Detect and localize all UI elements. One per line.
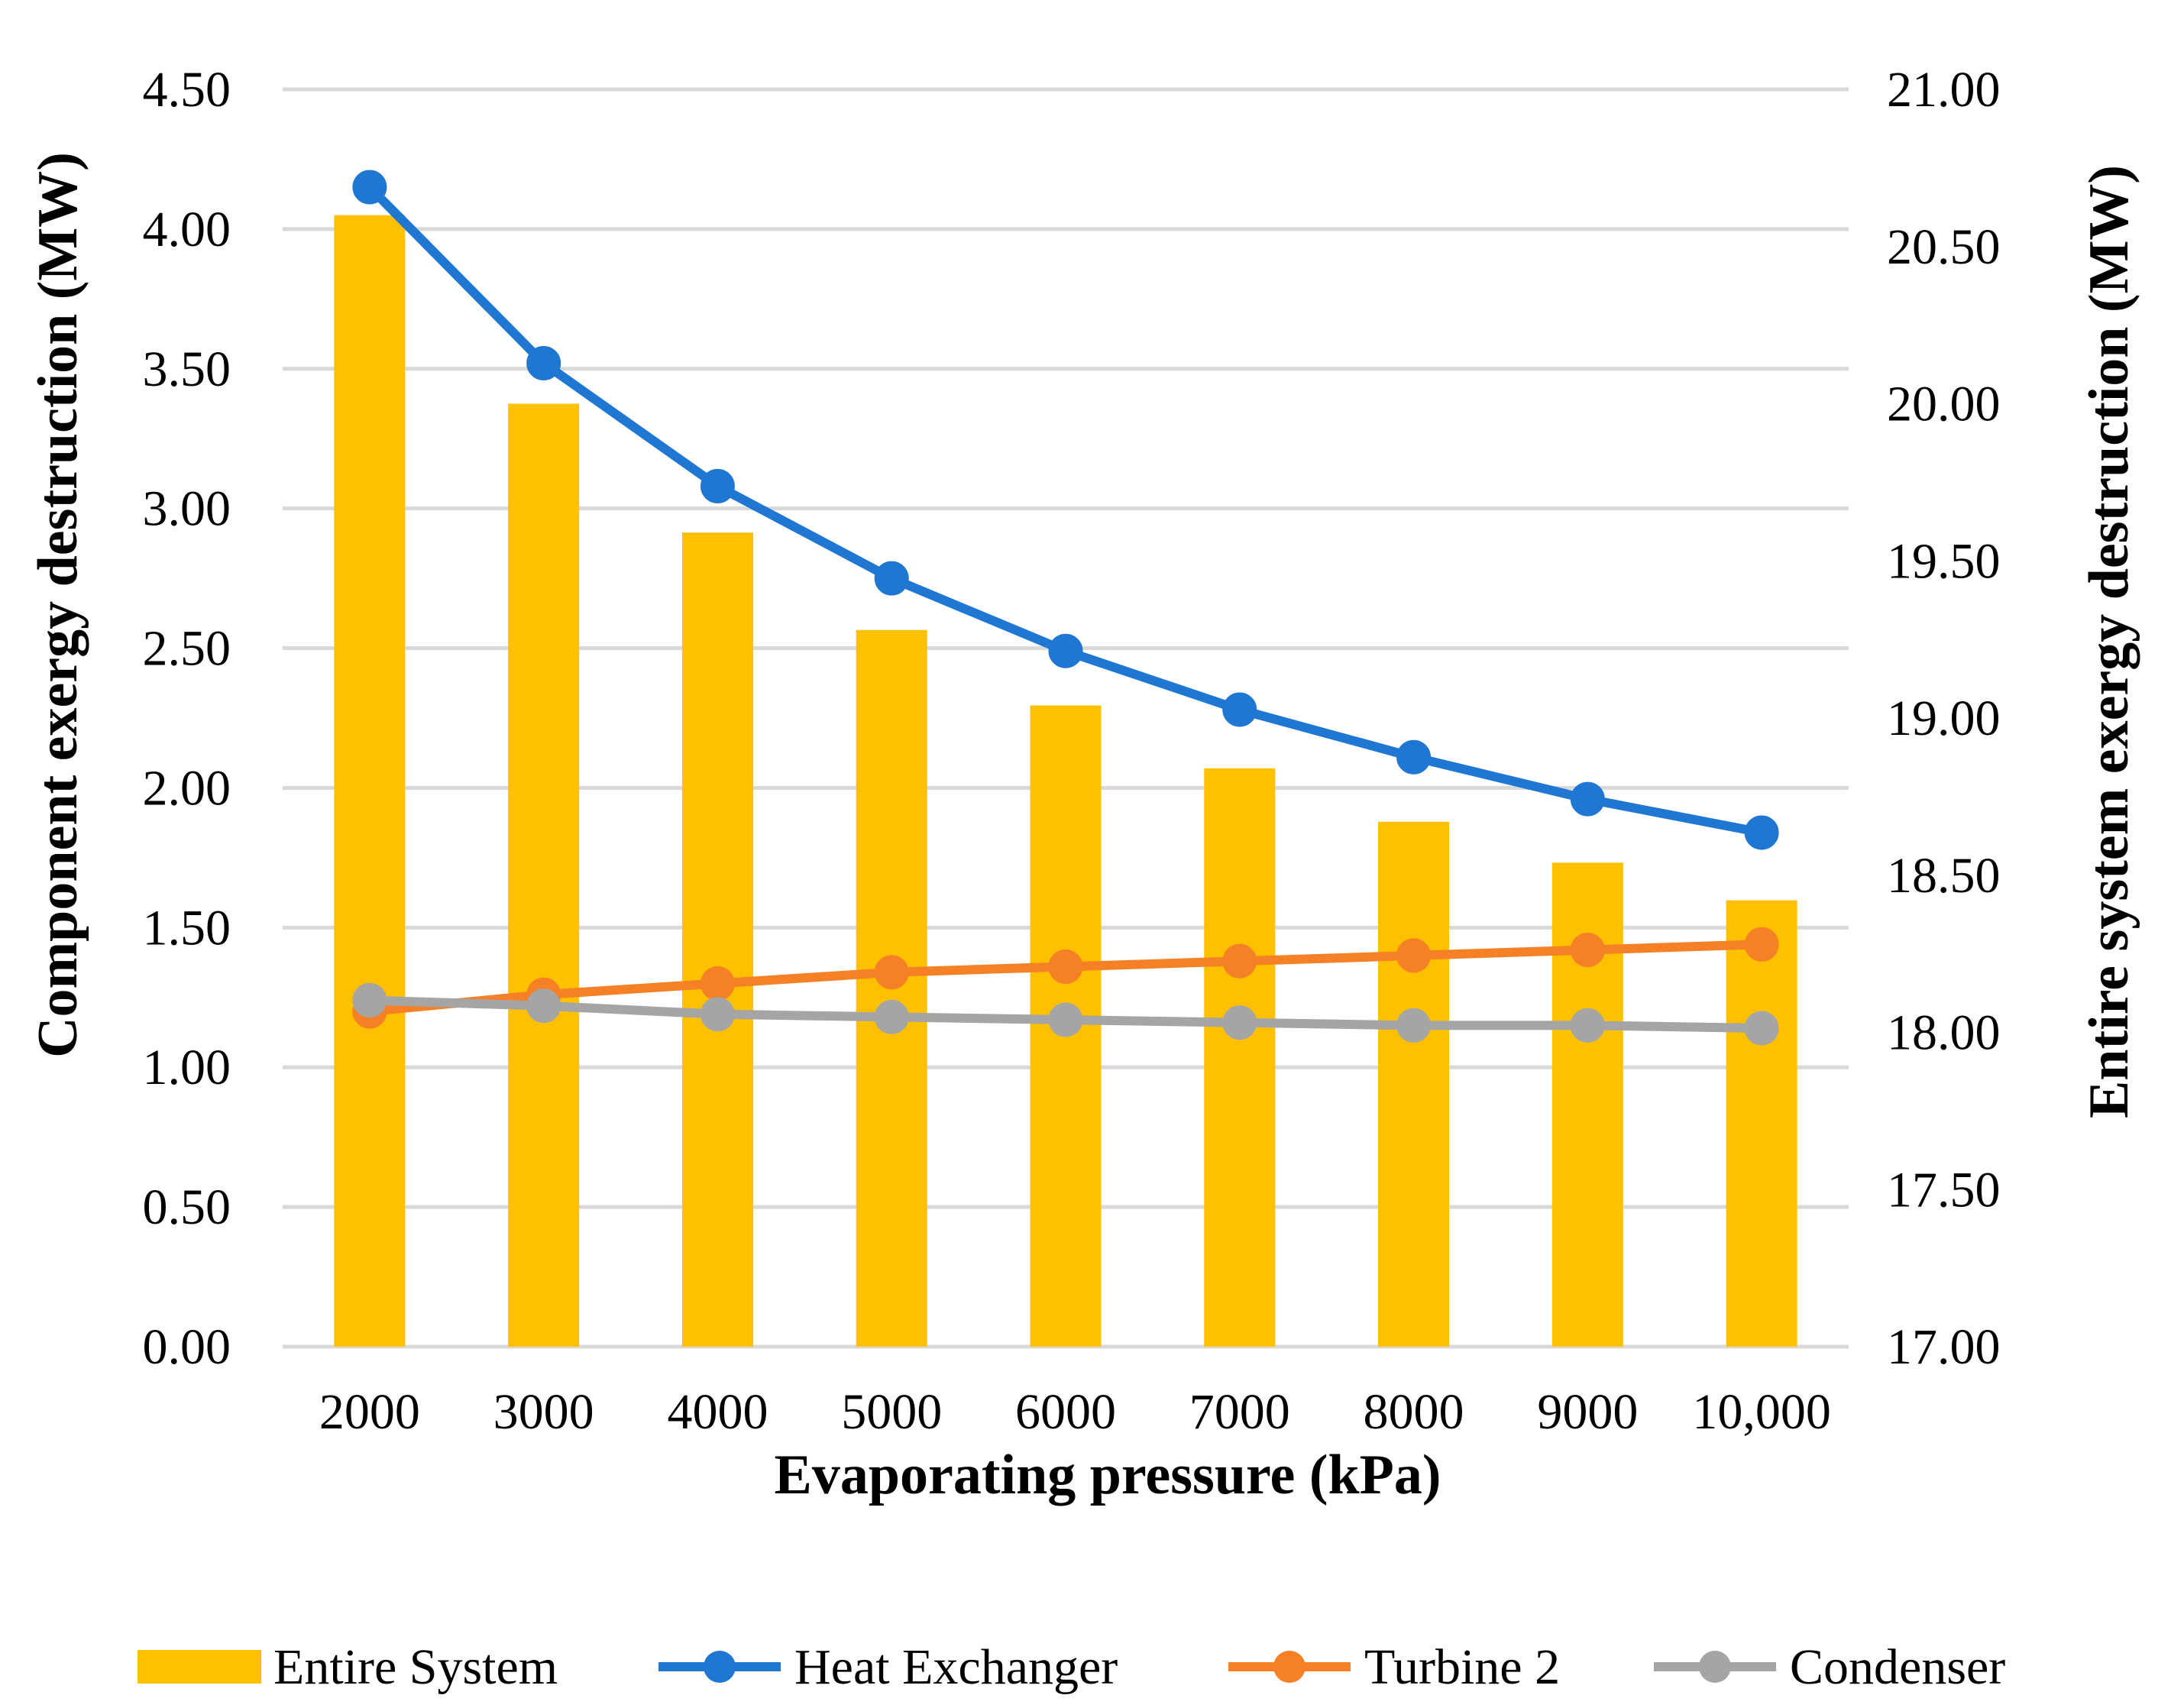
bar-entire-system bbox=[508, 403, 580, 1347]
marker-heat-exchanger bbox=[526, 345, 561, 380]
marker-heat-exchanger bbox=[1048, 633, 1083, 668]
marker-turbine-2 bbox=[1396, 938, 1432, 973]
x-tick-label: 6000 bbox=[1015, 1384, 1116, 1440]
legend-label-turbine-2: Turbine 2 bbox=[1364, 1639, 1560, 1695]
left-tick-label: 2.00 bbox=[143, 760, 231, 816]
left-tick-label: 2.50 bbox=[143, 621, 231, 677]
x-tick-label: 7000 bbox=[1189, 1384, 1290, 1440]
bars bbox=[334, 215, 1797, 1347]
marker-condenser bbox=[1222, 1005, 1257, 1040]
marker-turbine-2 bbox=[1744, 927, 1779, 962]
marker-condenser bbox=[1048, 1002, 1083, 1037]
right-tick-label: 18.50 bbox=[1887, 848, 2001, 904]
marker-condenser bbox=[874, 999, 909, 1034]
right-tick-label: 17.00 bbox=[1887, 1319, 2001, 1375]
bar-entire-system bbox=[1378, 821, 1450, 1347]
x-tick-label: 10,000 bbox=[1692, 1384, 1831, 1440]
bar-entire-system bbox=[681, 532, 753, 1347]
legend-label-condenser: Condenser bbox=[1790, 1639, 2005, 1695]
left-tick-label: 0.50 bbox=[143, 1179, 231, 1235]
left-axis-title: Component exergy destruction (MW) bbox=[27, 152, 89, 1058]
left-tick-label: 1.50 bbox=[143, 900, 231, 956]
x-axis-title: Evaporating pressure (kPa) bbox=[775, 1444, 1441, 1506]
right-tick-label: 18.00 bbox=[1887, 1005, 2001, 1061]
right-tick-label: 21.00 bbox=[1887, 62, 2001, 118]
legend-swatch-entire-system bbox=[138, 1650, 261, 1684]
marker-heat-exchanger bbox=[1744, 815, 1779, 850]
marker-condenser bbox=[352, 982, 387, 1017]
legend-marker-turbine-2 bbox=[1273, 1651, 1306, 1683]
right-tick-label: 17.50 bbox=[1887, 1162, 2001, 1218]
right-axis-ticks: 17.00 17.50 18.00 18.50 19.00 19.50 20.00 20.50… bbox=[1887, 62, 2001, 1375]
marker-turbine-2 bbox=[1048, 949, 1083, 985]
marker-condenser bbox=[700, 997, 735, 1032]
legend-marker-heat-exchanger bbox=[704, 1651, 736, 1683]
left-tick-label: 4.00 bbox=[143, 202, 231, 257]
x-tick-label: 9000 bbox=[1537, 1384, 1638, 1440]
x-axis-ticks: 2000 3000 4000 5000 6000 7000 8000 9000 10,000 bbox=[319, 1384, 1831, 1440]
marker-turbine-2 bbox=[1222, 943, 1257, 979]
marker-heat-exchanger bbox=[1570, 781, 1605, 817]
marker-heat-exchanger bbox=[874, 561, 909, 596]
right-tick-label: 19.50 bbox=[1887, 533, 2001, 589]
marker-condenser bbox=[1570, 1008, 1605, 1043]
marker-heat-exchanger bbox=[352, 170, 387, 205]
bar-entire-system bbox=[334, 215, 406, 1347]
bar-entire-system bbox=[1204, 768, 1276, 1347]
marker-turbine-2 bbox=[1570, 933, 1605, 968]
marker-turbine-2 bbox=[874, 955, 909, 990]
x-tick-label: 5000 bbox=[841, 1384, 942, 1440]
legend: Entire System Heat Exchanger Turbine 2 Cond… bbox=[138, 1639, 2005, 1695]
x-tick-label: 8000 bbox=[1364, 1384, 1464, 1440]
legend-label-entire-system: Entire System bbox=[273, 1639, 558, 1695]
lines bbox=[352, 170, 1779, 1046]
x-tick-label: 2000 bbox=[319, 1384, 420, 1440]
x-tick-label: 3000 bbox=[493, 1384, 594, 1440]
right-tick-label: 20.00 bbox=[1887, 377, 2001, 432]
marker-heat-exchanger bbox=[1222, 692, 1257, 727]
marker-heat-exchanger bbox=[1396, 739, 1432, 775]
legend-label-heat-exchanger: Heat Exchanger bbox=[794, 1639, 1118, 1695]
left-axis-ticks: 0.00 0.50 1.00 1.50 2.00 2.50 3.00 3.50 4.00 4.50 bbox=[143, 62, 231, 1375]
right-tick-label: 19.00 bbox=[1887, 691, 2001, 746]
x-tick-label: 4000 bbox=[667, 1384, 768, 1440]
marker-condenser bbox=[1744, 1011, 1779, 1046]
left-tick-label: 3.50 bbox=[143, 341, 231, 397]
legend-marker-condenser bbox=[1699, 1651, 1731, 1683]
left-tick-label: 3.00 bbox=[143, 481, 231, 537]
left-tick-label: 1.00 bbox=[143, 1040, 231, 1095]
marker-heat-exchanger bbox=[700, 468, 735, 503]
marker-condenser bbox=[1396, 1008, 1432, 1043]
right-axis-title: Entire system exergy destruction (MW) bbox=[2078, 165, 2140, 1118]
right-tick-label: 20.50 bbox=[1887, 219, 2001, 275]
marker-turbine-2 bbox=[700, 966, 735, 1001]
bar-entire-system bbox=[1726, 900, 1797, 1347]
left-tick-label: 4.50 bbox=[143, 62, 231, 118]
left-tick-label: 0.00 bbox=[143, 1319, 231, 1375]
marker-condenser bbox=[526, 988, 561, 1024]
